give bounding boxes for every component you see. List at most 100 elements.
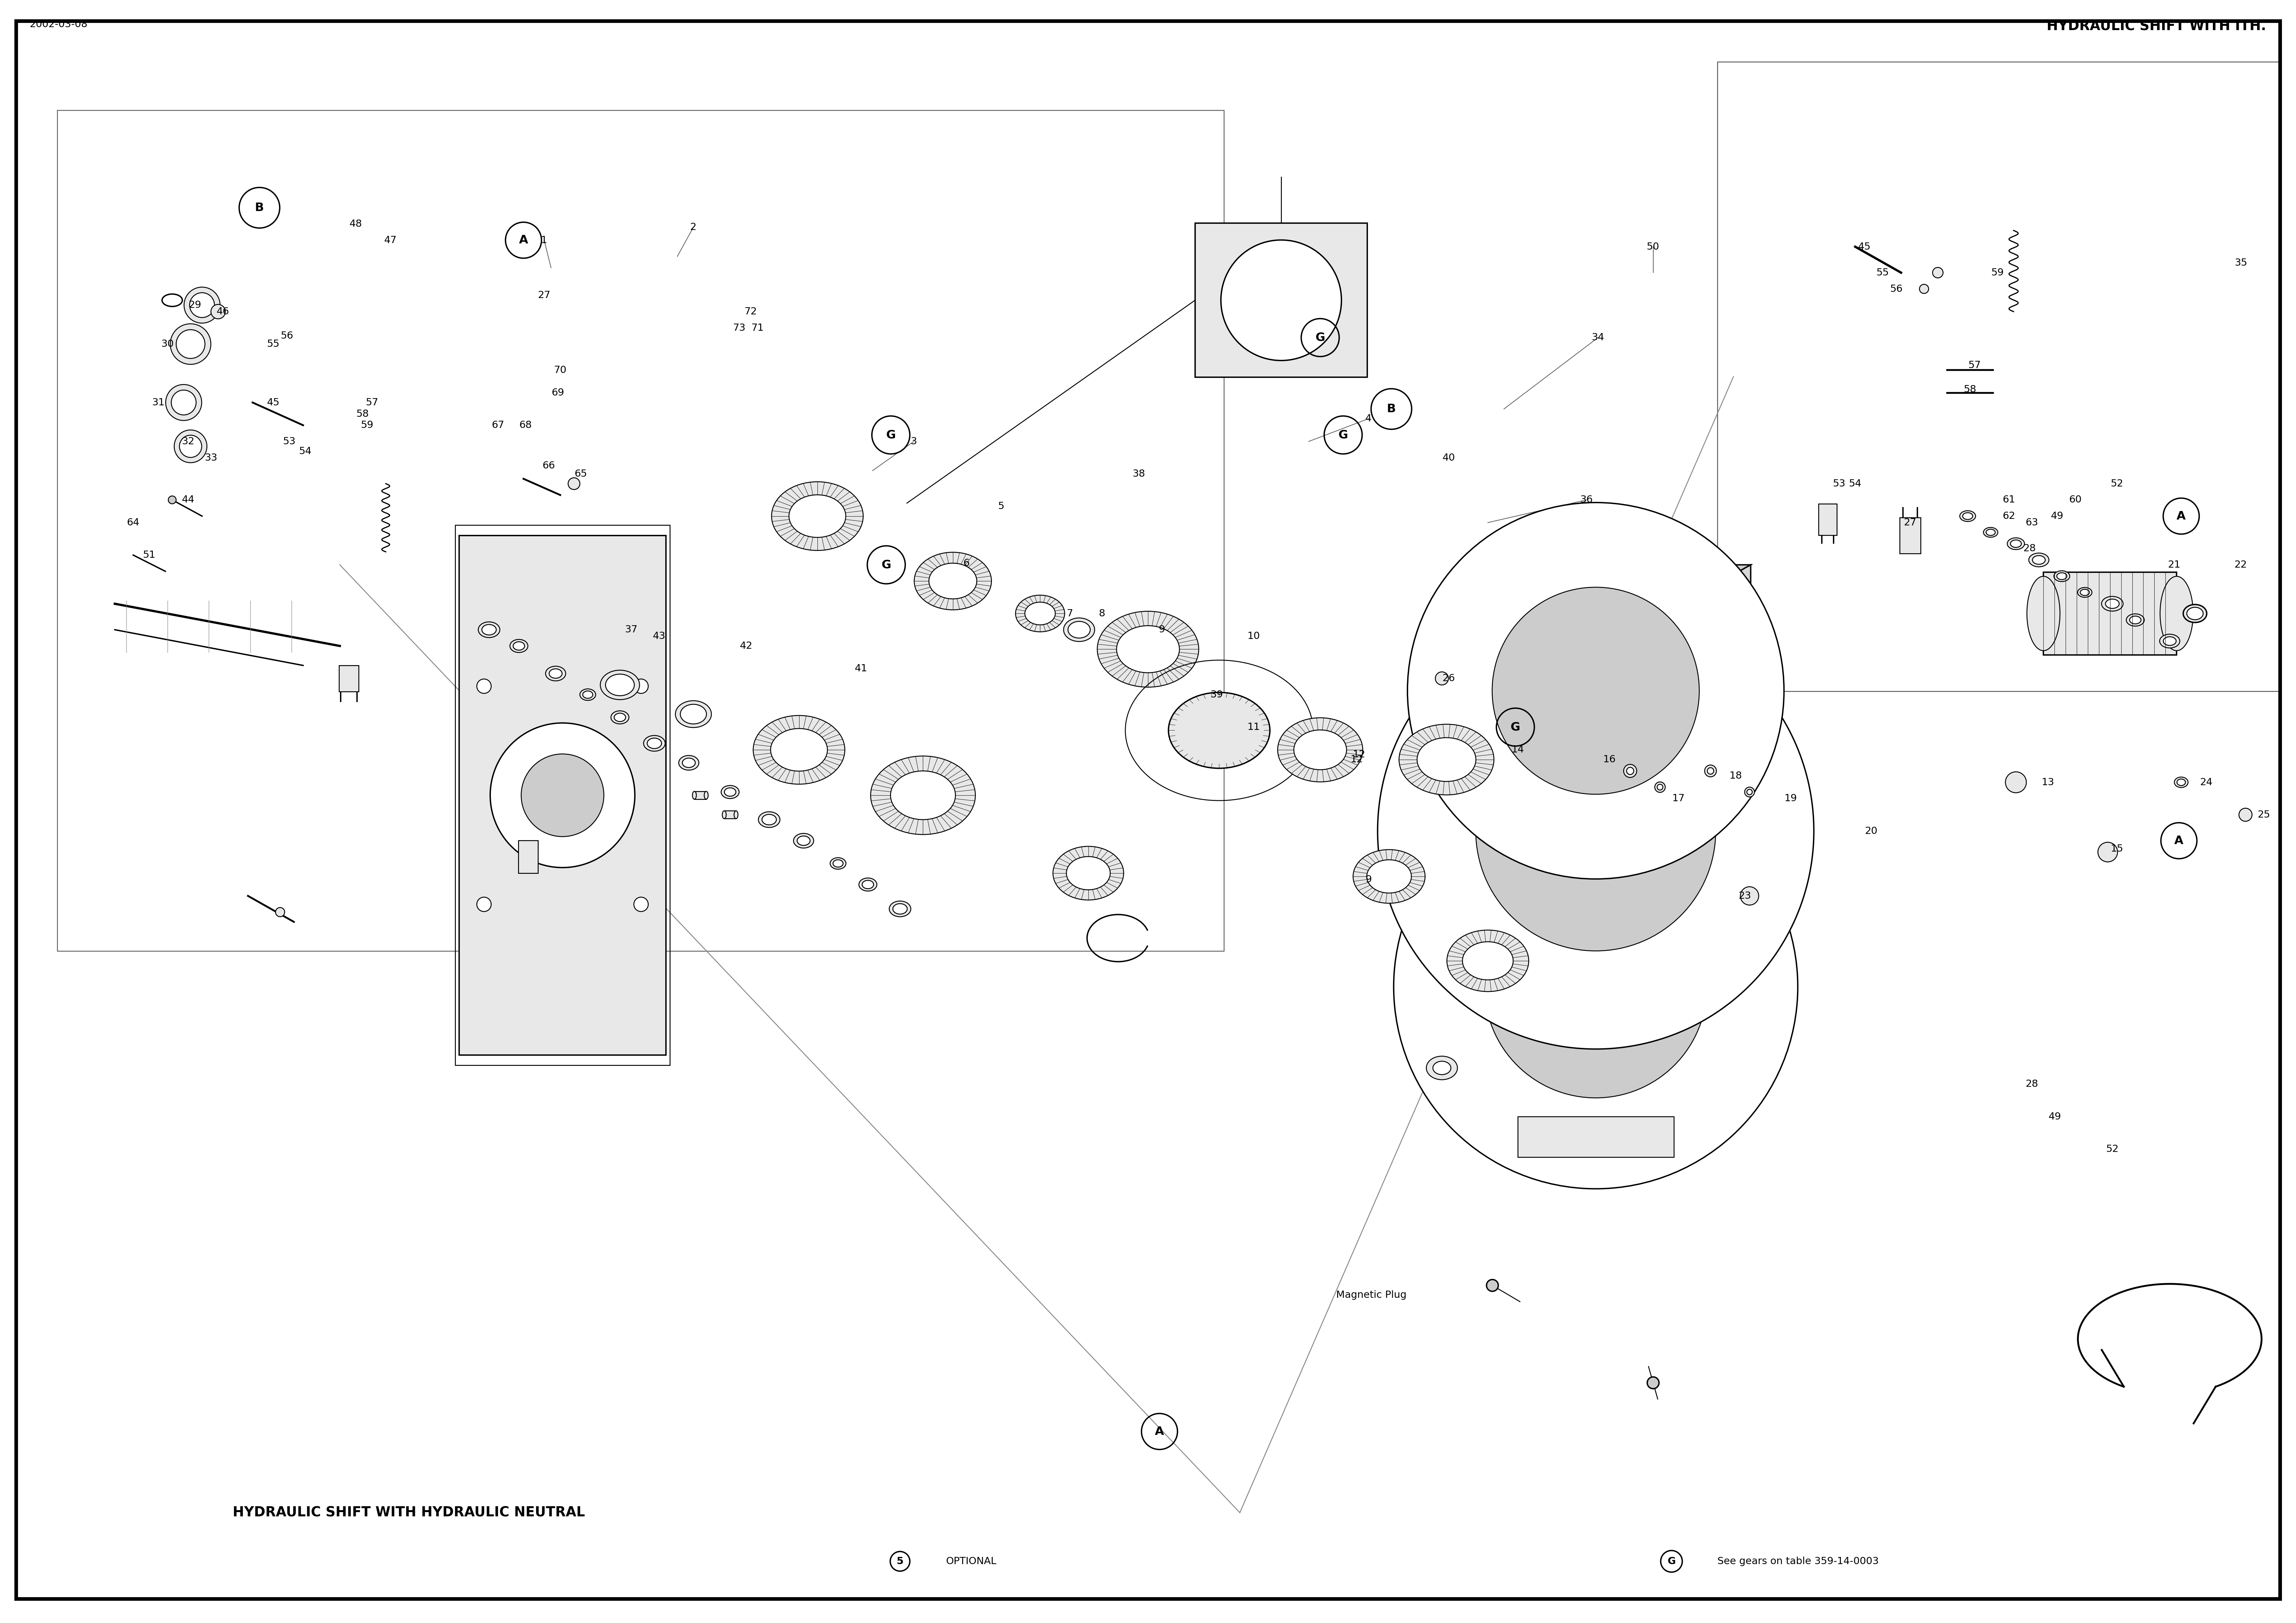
Ellipse shape — [833, 860, 843, 867]
Circle shape — [191, 292, 214, 318]
Circle shape — [1407, 503, 1784, 880]
Circle shape — [2004, 773, 2027, 792]
Text: 50: 50 — [1646, 242, 1660, 252]
Bar — [1717, 62, 2280, 691]
Text: 60: 60 — [2069, 495, 2082, 505]
Text: 37: 37 — [625, 625, 638, 635]
Text: 6: 6 — [964, 558, 969, 568]
Text: 43: 43 — [652, 631, 666, 641]
Ellipse shape — [889, 901, 912, 917]
Ellipse shape — [891, 771, 955, 820]
Ellipse shape — [2186, 607, 2204, 620]
Bar — [57, 110, 1224, 951]
Text: 45: 45 — [266, 398, 280, 407]
Text: 67: 67 — [491, 420, 505, 430]
Text: See gears on table 359-14-0003: See gears on table 359-14-0003 — [1717, 1556, 1878, 1566]
Text: 34: 34 — [1591, 333, 1605, 342]
Text: 21: 21 — [2167, 560, 2181, 570]
Text: 30: 30 — [161, 339, 174, 349]
Ellipse shape — [675, 701, 712, 727]
Text: 47: 47 — [383, 235, 397, 245]
Ellipse shape — [1963, 513, 1972, 519]
Ellipse shape — [2161, 635, 2179, 648]
Ellipse shape — [1366, 860, 1412, 893]
Text: 38: 38 — [1132, 469, 1146, 479]
Ellipse shape — [549, 669, 563, 678]
Ellipse shape — [2163, 636, 2177, 646]
Text: 40: 40 — [1442, 453, 1456, 463]
Text: 61: 61 — [2002, 495, 2016, 505]
Ellipse shape — [758, 812, 781, 828]
Text: G: G — [886, 430, 895, 440]
Text: B: B — [255, 203, 264, 213]
Text: 53: 53 — [282, 437, 296, 446]
Ellipse shape — [1097, 612, 1199, 687]
Text: Magnetic Plug: Magnetic Plug — [1336, 1290, 1407, 1300]
Text: 7: 7 — [1068, 609, 1072, 618]
Text: G: G — [882, 560, 891, 570]
Ellipse shape — [1054, 846, 1123, 901]
Ellipse shape — [613, 712, 627, 722]
Circle shape — [1704, 764, 1717, 777]
Text: 27: 27 — [537, 291, 551, 300]
Ellipse shape — [797, 836, 810, 846]
Text: 14: 14 — [1511, 745, 1525, 755]
Text: OPTIONAL: OPTIONAL — [946, 1556, 996, 1566]
Text: 70: 70 — [553, 365, 567, 375]
Text: A: A — [2177, 511, 2186, 521]
Text: G: G — [1667, 1556, 1676, 1566]
Text: 63: 63 — [2025, 518, 2039, 527]
Circle shape — [179, 435, 202, 458]
Text: 45: 45 — [1857, 242, 1871, 252]
Text: 22: 22 — [2234, 560, 2248, 570]
Ellipse shape — [705, 792, 707, 799]
Circle shape — [567, 477, 581, 490]
Ellipse shape — [771, 729, 827, 771]
Ellipse shape — [870, 756, 976, 834]
Ellipse shape — [861, 880, 875, 889]
Text: 57: 57 — [1968, 360, 1981, 370]
Ellipse shape — [723, 787, 737, 797]
Circle shape — [170, 325, 211, 364]
Text: 18: 18 — [1729, 771, 1743, 781]
Text: 25: 25 — [2257, 810, 2271, 820]
Ellipse shape — [2057, 573, 2066, 579]
Text: 17: 17 — [1671, 794, 1685, 803]
Bar — [1818, 503, 1837, 536]
Text: 48: 48 — [349, 219, 363, 229]
Ellipse shape — [1984, 527, 1998, 537]
Ellipse shape — [1446, 930, 1529, 992]
Text: 10: 10 — [1247, 631, 1261, 641]
Circle shape — [1221, 240, 1341, 360]
Ellipse shape — [599, 670, 641, 700]
Circle shape — [521, 755, 604, 836]
Ellipse shape — [581, 688, 595, 701]
Ellipse shape — [893, 904, 907, 914]
Ellipse shape — [2126, 613, 2144, 626]
Bar — [455, 526, 670, 1065]
Bar — [693, 792, 707, 799]
Text: 8: 8 — [1100, 609, 1104, 618]
Text: 1: 1 — [542, 235, 546, 245]
Text: 65: 65 — [574, 469, 588, 479]
Ellipse shape — [2174, 777, 2188, 787]
Ellipse shape — [1352, 849, 1426, 904]
Text: 2002-03-08: 2002-03-08 — [30, 19, 87, 29]
Text: 57: 57 — [365, 398, 379, 407]
Ellipse shape — [2027, 576, 2060, 651]
Circle shape — [491, 722, 636, 868]
Text: 53: 53 — [1832, 479, 1846, 489]
Circle shape — [1626, 768, 1635, 774]
Circle shape — [1486, 876, 1706, 1097]
Circle shape — [1933, 268, 1942, 278]
Text: 46: 46 — [216, 307, 230, 316]
Ellipse shape — [1277, 717, 1364, 782]
Text: 59: 59 — [1991, 268, 2004, 278]
Ellipse shape — [859, 878, 877, 891]
Text: 51: 51 — [142, 550, 156, 560]
Ellipse shape — [831, 857, 845, 870]
Text: 24: 24 — [2200, 777, 2213, 787]
Ellipse shape — [930, 563, 976, 599]
Ellipse shape — [1417, 738, 1476, 781]
Text: 44: 44 — [181, 495, 195, 505]
